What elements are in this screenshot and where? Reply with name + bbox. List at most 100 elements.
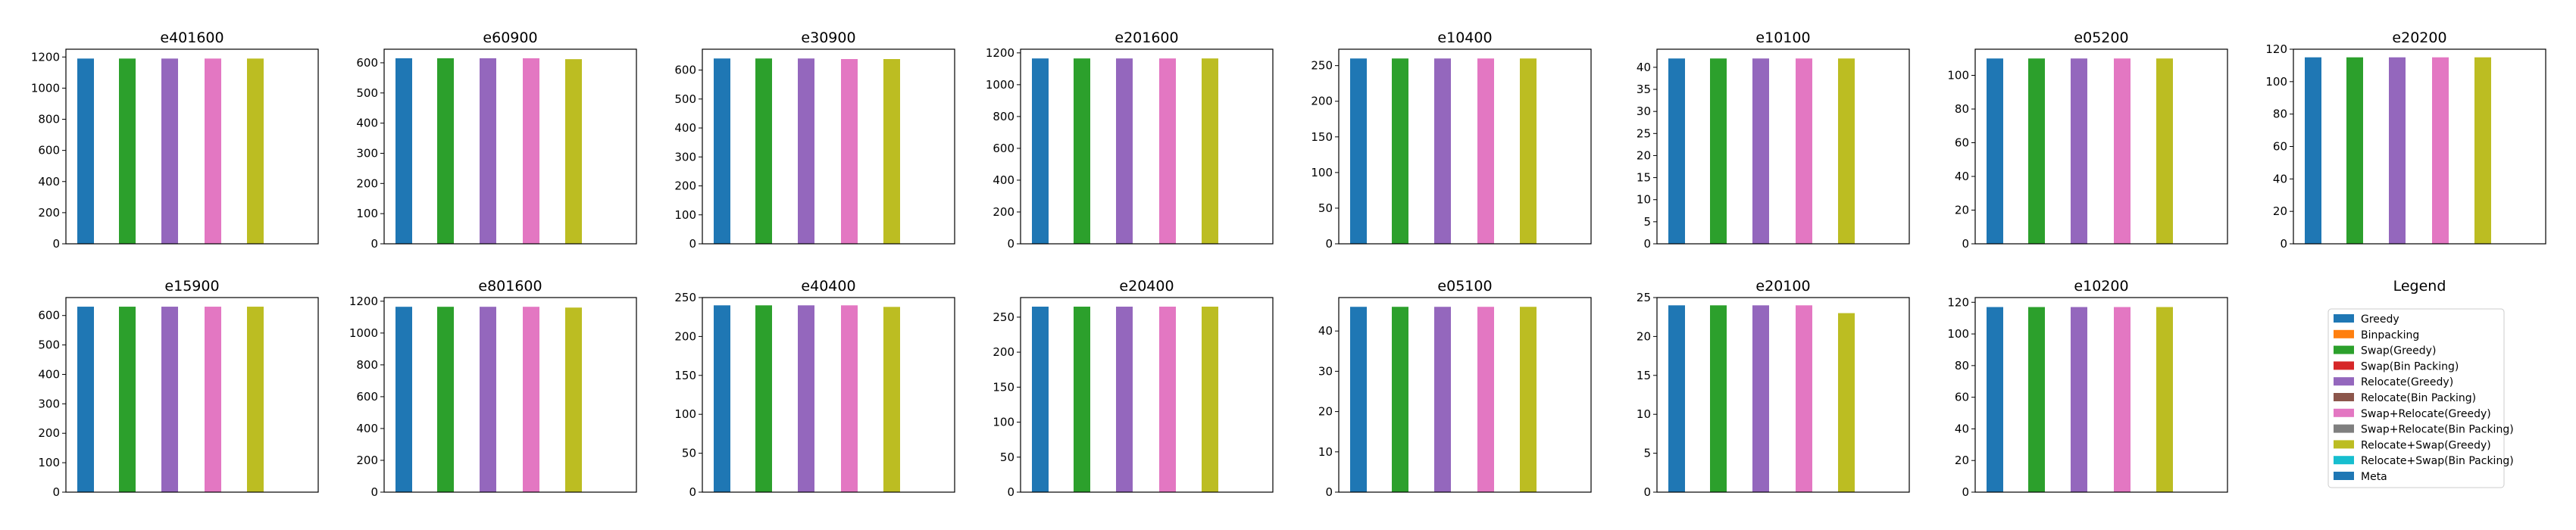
y-tick-label: 25 [1637, 291, 1651, 304]
axes-frame [1020, 297, 1274, 493]
subplot-e801600: 0 200 400 600 800 1000 1200 e801600 [349, 278, 637, 499]
legend-swatch-Binpacking [2334, 329, 2354, 338]
subplot-e30900: 0 100 200 300 400 500 600 e30900 [674, 30, 955, 251]
axes-frame [383, 297, 637, 493]
y-tick-label: 10 [1318, 445, 1333, 459]
y-tick-label: 60 [1955, 136, 1969, 149]
subplot-e10100: 0 5 10 15 20 25 30 35 40 e10100 [1637, 30, 1910, 251]
subplot-title: e201600 [1114, 30, 1178, 46]
y-tick-label: 100 [1311, 166, 1333, 179]
bar-Relocate(Greedy) [2071, 307, 2087, 492]
y-tick-label: 400 [356, 422, 378, 435]
y-tick-label: 20 [2273, 204, 2287, 218]
y-tick-label: 600 [356, 390, 378, 404]
bar-Greedy [1668, 305, 1685, 492]
bar-Swap(Greedy) [755, 58, 772, 244]
subplot-e201600: 0 200 400 600 800 1000 1200 e201600 [986, 30, 1274, 251]
bar-Greedy [714, 58, 730, 244]
y-tick-label: 0 [689, 485, 696, 499]
y-tick-label: 800 [38, 113, 60, 126]
legend-label: Relocate(Greedy) [2361, 376, 2453, 388]
y-tick-label: 400 [993, 173, 1014, 187]
axes-frame [1656, 48, 1910, 245]
subplot-e10400: 0 50 100 150 200 250 e10400 [1311, 30, 1592, 251]
bar-Greedy [1350, 58, 1367, 244]
y-tick-label: 200 [1311, 95, 1333, 108]
y-tick-label: 400 [38, 175, 60, 189]
bar-Swap+Relocate(Greedy) [841, 305, 858, 492]
legend-swatch-Greedy [2334, 314, 2354, 323]
bar-Relocate+Swap(Greedy) [1202, 307, 1218, 492]
bar-Swap(Greedy) [1074, 58, 1090, 244]
y-tick-label: 80 [1955, 102, 1969, 116]
y-tick-label: 0 [1962, 485, 1969, 499]
y-tick-label: 30 [1637, 104, 1651, 118]
bar-Swap+Relocate(Greedy) [1159, 307, 1176, 492]
bar-Greedy [2305, 57, 2321, 244]
y-tick-label: 600 [356, 56, 378, 70]
y-tick-label: 10 [1637, 407, 1651, 421]
bar-Greedy [77, 307, 94, 492]
bar-Relocate(Greedy) [480, 58, 496, 244]
y-tick-label: 400 [674, 121, 696, 135]
y-tick-label: 100 [1947, 68, 1969, 82]
bar-Swap(Greedy) [119, 58, 136, 244]
bar-Relocate(Greedy) [798, 305, 814, 492]
bar-Relocate(Greedy) [1434, 307, 1451, 492]
bar-Swap+Relocate(Greedy) [1477, 307, 1494, 492]
bar-Swap+Relocate(Greedy) [523, 307, 539, 492]
bar-Swap+Relocate(Greedy) [841, 59, 858, 244]
bar-Greedy [395, 307, 412, 492]
bar-Swap(Greedy) [1710, 58, 1727, 244]
legend-title: Legend [2393, 278, 2446, 295]
y-tick-label: 20 [1637, 148, 1651, 162]
axes-frame [1656, 297, 1910, 493]
axes-frame [383, 48, 637, 245]
y-tick-label: 20 [1318, 405, 1333, 419]
legend-label: Swap+Relocate(Greedy) [2361, 408, 2491, 420]
subplot-title: e05200 [2074, 30, 2128, 46]
legend-label: Relocate+Swap(Greedy) [2361, 439, 2491, 451]
y-tick-label: 20 [1955, 203, 1969, 217]
legend-label: Swap+Relocate(Bin Packing) [2361, 424, 2514, 436]
bar-Swap+Relocate(Greedy) [1477, 58, 1494, 244]
bar-Swap(Greedy) [437, 307, 454, 492]
bar-Relocate(Greedy) [161, 58, 178, 244]
bar-Relocate+Swap(Greedy) [565, 307, 582, 492]
y-tick-label: 10 [1637, 193, 1651, 207]
bar-Relocate+Swap(Greedy) [1202, 58, 1218, 244]
y-tick-label: 800 [993, 110, 1014, 123]
bar-Relocate(Greedy) [1116, 307, 1133, 492]
y-tick-label: 0 [52, 237, 60, 251]
y-tick-label: 200 [356, 176, 378, 190]
y-tick-label: 1000 [349, 326, 378, 340]
legend-swatch-Swap(Bin Packing) [2334, 361, 2354, 370]
subplot-title: e10400 [1437, 30, 1492, 46]
subplot-e401600: 0 200 400 600 800 1000 1200 e401600 [31, 30, 319, 251]
bar-Swap(Greedy) [1392, 58, 1408, 244]
y-tick-label: 100 [38, 456, 60, 469]
y-tick-label: 600 [38, 144, 60, 157]
y-tick-label: 0 [1325, 485, 1333, 499]
subplot-title: e15900 [164, 278, 219, 295]
y-tick-label: 1200 [986, 46, 1014, 60]
subplot-title: e60900 [483, 30, 537, 46]
y-tick-label: 0 [1007, 237, 1014, 251]
bar-Relocate+Swap(Greedy) [2156, 58, 2173, 244]
y-tick-label: 150 [993, 380, 1014, 394]
y-tick-label: 40 [1637, 61, 1651, 74]
subplot-title: e801600 [478, 278, 542, 295]
bar-Swap+Relocate(Greedy) [2432, 57, 2449, 244]
bar-Swap+Relocate(Greedy) [1159, 58, 1176, 244]
y-tick-label: 1200 [349, 295, 378, 308]
y-tick-label: 100 [2265, 75, 2287, 89]
bar-Relocate(Greedy) [2071, 58, 2087, 244]
legend-swatch-Relocate(Bin Packing) [2334, 393, 2354, 401]
y-tick-label: 40 [1955, 422, 1969, 435]
bar-Relocate(Greedy) [161, 307, 178, 492]
legend-swatch-Relocate+Swap(Greedy) [2334, 440, 2354, 449]
bar-Relocate+Swap(Greedy) [565, 59, 582, 244]
bar-Greedy [1350, 307, 1367, 492]
bar-Swap(Greedy) [1710, 305, 1727, 492]
